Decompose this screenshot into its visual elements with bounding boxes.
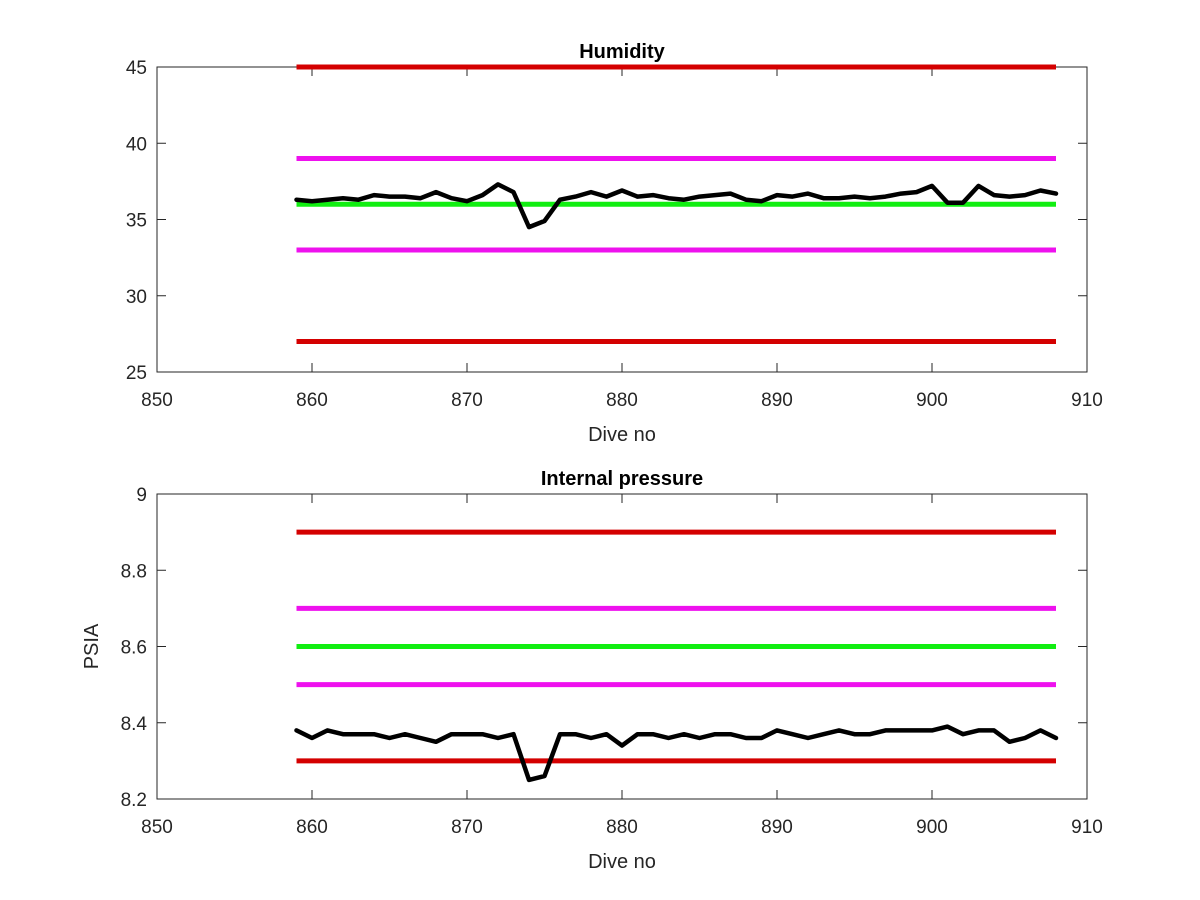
internal-pressure-panel: 850 860 870 880 890 900 910 8.2 8.4 8.6 8.8 9 Intern… xyxy=(81,468,1103,873)
x-tick-label: 890 xyxy=(761,390,793,411)
y-tick-label: 8.8 xyxy=(121,561,147,582)
series-line xyxy=(294,182,1059,230)
y-tick-label: 30 xyxy=(126,287,147,308)
y-axis-label: PSIA xyxy=(81,623,103,669)
x-axis-label: Dive no xyxy=(588,851,656,873)
y-tick-label: 40 xyxy=(126,134,147,155)
plot-area xyxy=(156,66,1088,373)
x-tick-label: 870 xyxy=(451,817,483,838)
x-tick-label: 860 xyxy=(296,390,328,411)
x-tick-label: 860 xyxy=(296,817,328,838)
x-tick-label: 880 xyxy=(606,390,638,411)
y-tick-label: 25 xyxy=(126,363,147,384)
x-tick-label: 870 xyxy=(451,390,483,411)
y-tick-label: 45 xyxy=(126,58,147,79)
x-tick-label: 900 xyxy=(916,817,948,838)
y-tick-label: 9 xyxy=(136,485,147,506)
y-tick-label: 8.6 xyxy=(121,638,147,659)
y-tick-label: 8.4 xyxy=(121,714,148,735)
chart-title: Internal pressure xyxy=(541,468,703,490)
x-tick-label: 850 xyxy=(141,817,173,838)
x-tick-label: 890 xyxy=(761,817,793,838)
chart-title: Humidity xyxy=(579,41,665,63)
x-axis-label: Dive no xyxy=(588,424,656,446)
x-tick-label: 850 xyxy=(141,390,173,411)
x-tick-label: 900 xyxy=(916,390,948,411)
series-line xyxy=(294,724,1059,783)
x-tick-label: 910 xyxy=(1071,390,1103,411)
x-tick-label: 880 xyxy=(606,817,638,838)
x-tick-label: 910 xyxy=(1071,817,1103,838)
humidity-panel: 850 860 870 880 890 900 910 25 30 35 40 45 Humidity D… xyxy=(126,41,1103,446)
y-tick-label: 8.2 xyxy=(121,790,147,811)
y-tick-label: 35 xyxy=(126,211,147,232)
